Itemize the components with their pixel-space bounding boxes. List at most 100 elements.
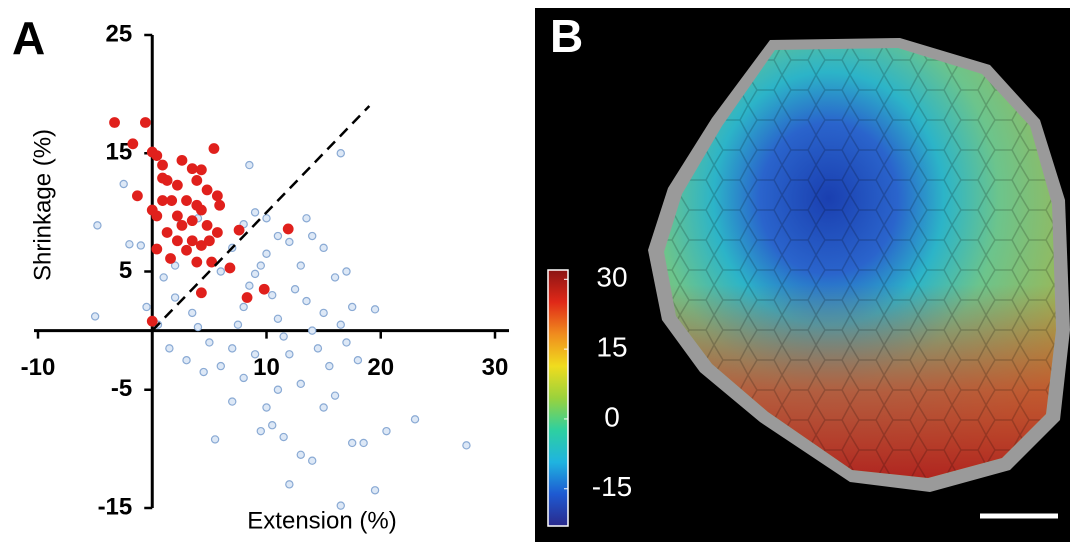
point [233, 320, 243, 329]
point [161, 175, 173, 186]
point [262, 403, 271, 412]
point [146, 315, 158, 327]
point [211, 190, 223, 202]
point [268, 421, 277, 430]
colorbar-tick-label: 15 [596, 332, 627, 363]
point [302, 296, 311, 306]
point [336, 149, 345, 158]
point [165, 253, 176, 264]
point [347, 438, 357, 448]
point [342, 338, 351, 347]
point [359, 438, 368, 448]
point [308, 456, 317, 465]
point [330, 273, 340, 282]
point [268, 290, 277, 300]
point [330, 391, 340, 400]
point [182, 355, 191, 365]
point [245, 160, 254, 170]
point [191, 175, 203, 186]
point [308, 326, 317, 335]
point [224, 262, 236, 274]
point [279, 332, 288, 341]
point [279, 432, 288, 442]
point [181, 244, 192, 256]
point [151, 243, 163, 255]
point [210, 435, 220, 444]
point [176, 219, 188, 231]
point [109, 117, 120, 128]
point [181, 195, 192, 206]
point [90, 312, 100, 321]
colorbar-tick-label: 0 [604, 401, 620, 432]
point [195, 164, 207, 176]
cell-walls [664, 48, 1056, 478]
point [228, 397, 237, 406]
point [382, 426, 391, 436]
point [296, 379, 305, 389]
point [165, 344, 174, 353]
point [199, 367, 208, 377]
point [206, 256, 218, 268]
point [296, 261, 305, 270]
point [250, 350, 260, 359]
point [370, 486, 380, 495]
point [285, 480, 294, 489]
y-tick-label: 5 [119, 257, 132, 284]
point [151, 210, 163, 222]
colorbar [547, 269, 569, 527]
y-axis-label: Shrinkage (%) [29, 129, 56, 281]
point [216, 361, 225, 371]
point [319, 403, 328, 412]
point [151, 150, 163, 162]
point [170, 261, 180, 270]
point [188, 308, 197, 318]
point [131, 190, 143, 202]
point [201, 184, 213, 196]
point [139, 117, 151, 128]
point [336, 501, 345, 510]
point [273, 314, 283, 323]
point [239, 373, 248, 383]
point [166, 195, 178, 206]
point [285, 350, 294, 359]
point [370, 305, 380, 314]
point [186, 215, 198, 227]
x-tick-label: 20 [367, 354, 394, 381]
point [191, 256, 203, 268]
point [186, 163, 198, 175]
panel-label: B [550, 10, 583, 62]
point [308, 231, 317, 241]
point [127, 138, 139, 150]
series [109, 117, 294, 327]
point [353, 355, 363, 365]
point [273, 231, 283, 241]
point [245, 281, 254, 290]
point [211, 227, 223, 238]
point [325, 361, 334, 371]
y-tick-label: -5 [111, 375, 132, 402]
point [161, 227, 173, 238]
point [171, 210, 183, 222]
point [119, 179, 128, 189]
point [256, 261, 265, 270]
point [157, 195, 168, 206]
point [214, 199, 226, 211]
point [319, 243, 328, 253]
point [176, 154, 188, 166]
point [336, 320, 345, 329]
y-tick-label: -15 [98, 493, 133, 520]
point [228, 344, 237, 353]
point [125, 240, 134, 249]
point [262, 214, 271, 223]
point [285, 237, 294, 247]
point [241, 292, 253, 303]
point [136, 241, 146, 250]
point [273, 385, 283, 394]
point [203, 235, 215, 247]
point [171, 179, 183, 191]
colorbar-tick-label: -15 [592, 471, 632, 502]
point [157, 159, 168, 171]
point [342, 267, 351, 276]
point [262, 249, 271, 258]
